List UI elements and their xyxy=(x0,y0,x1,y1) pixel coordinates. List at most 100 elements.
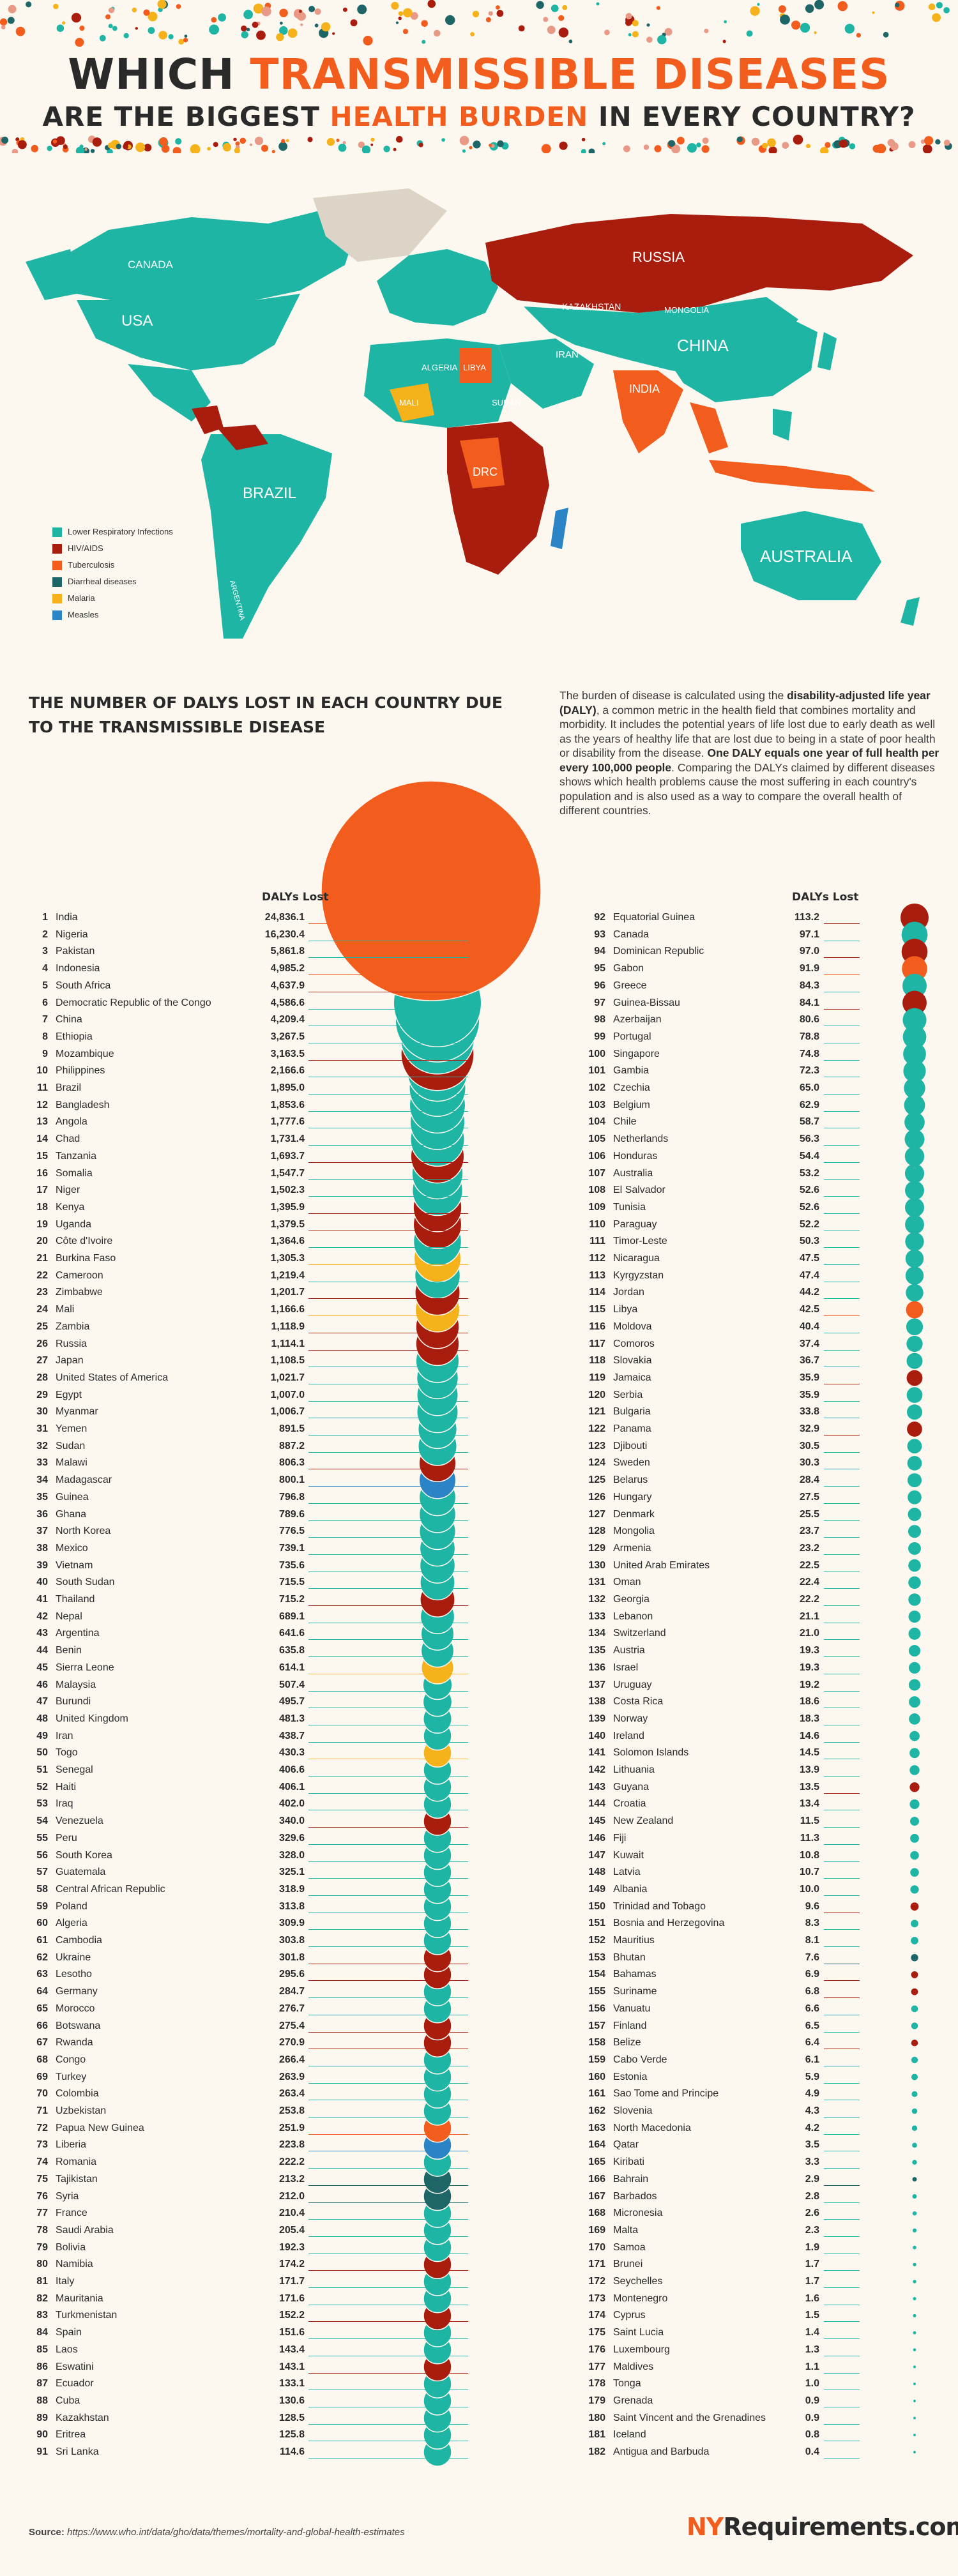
leader-line xyxy=(308,974,468,976)
country-name: Oman xyxy=(613,1577,641,1588)
confetti-dot xyxy=(62,21,66,25)
dalys-lost-header-right: DALYs Lost xyxy=(792,891,859,904)
legend-label: Measles xyxy=(68,610,99,619)
leader-line xyxy=(824,2168,860,2169)
country-dalys: 715.2 xyxy=(278,1594,305,1605)
confetti-dot xyxy=(883,31,889,38)
country-dalys: 18.6 xyxy=(799,1696,819,1708)
country-rank: 164 xyxy=(588,2139,605,2151)
country-row: 132 Georgia 22.2 xyxy=(586,1591,906,1609)
country-row: 151 Bosnia and Herzegovina 8.3 xyxy=(586,1915,906,1932)
confetti-dot xyxy=(441,138,445,142)
map-label: INDIA xyxy=(629,383,660,395)
country-rank: 4 xyxy=(42,963,48,974)
country-name: Costa Rica xyxy=(613,1696,664,1708)
country-dalys: 301.8 xyxy=(278,1951,305,1963)
country-row: 89 Kazakhstan 128.5 xyxy=(29,2410,468,2427)
country-rank: 28 xyxy=(36,1372,48,1383)
country-name: Ecuador xyxy=(56,2378,94,2390)
country-dalys: 128.5 xyxy=(278,2412,305,2423)
country-rank: 1 xyxy=(42,912,48,923)
country-dalys: 54.4 xyxy=(799,1150,819,1162)
country-name: Yemen xyxy=(56,1423,87,1434)
daly-bubble xyxy=(911,2005,918,2013)
country-dalys: 4,586.6 xyxy=(270,997,305,1008)
country-row: 143 Guyana 13.5 xyxy=(586,1779,906,1796)
confetti-dot xyxy=(856,33,861,38)
map-region-south-america xyxy=(201,434,332,639)
country-row: 96 Greece 84.3 xyxy=(586,978,906,995)
country-row: 180 Saint Vincent and the Grenadines 0.9 xyxy=(586,2410,906,2427)
confetti-dot xyxy=(211,17,217,23)
leader-line xyxy=(824,1588,860,1589)
leader-line xyxy=(308,2082,468,2084)
confetti-dot xyxy=(656,6,660,10)
country-rank: 6 xyxy=(42,997,48,1008)
legend-label: Lower Respiratory Infections xyxy=(68,527,173,536)
country-name: El Salvador xyxy=(613,1185,665,1196)
confetti-dot xyxy=(806,144,810,149)
leader-line xyxy=(308,1349,468,1351)
country-dalys: 6.8 xyxy=(805,1986,819,1997)
daly-bubble xyxy=(908,1610,921,1623)
confetti-dot xyxy=(489,144,492,147)
leader-line xyxy=(824,1792,860,1794)
country-rank: 149 xyxy=(588,1883,605,1895)
country-dalys: 13.4 xyxy=(799,1798,819,1810)
country-rank: 120 xyxy=(588,1389,605,1400)
country-rank: 25 xyxy=(36,1321,48,1332)
daly-bubble xyxy=(905,1197,924,1217)
country-row: 171 Brunei 1.7 xyxy=(586,2256,906,2273)
legend-swatch xyxy=(52,577,62,587)
country-name: Chad xyxy=(56,1133,80,1145)
country-name: Ireland xyxy=(613,1730,644,1741)
country-name: Egypt xyxy=(56,1389,82,1400)
country-row: 18 Kenya 1,395.9 xyxy=(29,1199,468,1216)
daly-bubble xyxy=(903,1042,926,1066)
confetti-dot xyxy=(279,8,288,17)
country-rank: 142 xyxy=(588,1764,605,1775)
country-dalys: 30.3 xyxy=(799,1457,819,1469)
country-row: 153 Bhutan 7.6 xyxy=(586,1950,906,1967)
country-dalys: 270.9 xyxy=(278,2037,305,2049)
country-row: 156 Vanuatu 6.6 xyxy=(586,2001,906,2018)
country-dalys: 25.5 xyxy=(799,1508,819,1520)
country-row: 102 Czechia 65.0 xyxy=(586,1080,906,1097)
country-row: 64 Germany 284.7 xyxy=(29,1983,468,2001)
country-rank: 103 xyxy=(588,1099,605,1110)
country-rank: 175 xyxy=(588,2327,605,2338)
leader-line xyxy=(824,1520,860,1521)
daly-bubble xyxy=(906,1318,924,1335)
country-name: Samoa xyxy=(613,2241,646,2253)
country-row: 74 Romania 222.2 xyxy=(29,2154,468,2171)
country-row: 70 Colombia 263.4 xyxy=(29,2086,468,2103)
country-row: 59 Poland 313.8 xyxy=(29,1898,468,1916)
country-dalys: 276.7 xyxy=(278,2003,305,2014)
country-dalys: 192.3 xyxy=(278,2241,305,2253)
confetti-dot xyxy=(233,137,237,141)
country-rank: 86 xyxy=(36,2361,48,2372)
confetti-dot xyxy=(418,142,423,148)
country-name: Brazil xyxy=(56,1082,82,1093)
confetti-dot xyxy=(767,138,776,148)
country-name: Burundi xyxy=(56,1696,91,1708)
leader-line xyxy=(824,2133,860,2135)
country-row: 9 Mozambique 3,163.5 xyxy=(29,1046,468,1063)
confetti-dot xyxy=(922,144,932,153)
leader-line xyxy=(824,2219,860,2220)
country-dalys: 641.6 xyxy=(278,1628,305,1639)
country-row: 82 Mauritania 171.6 xyxy=(29,2291,468,2308)
leader-line xyxy=(824,1605,860,1606)
leader-line xyxy=(308,2219,468,2220)
daly-bubble xyxy=(910,1868,919,1877)
country-dalys: 78.8 xyxy=(799,1031,819,1042)
leader-line xyxy=(308,1878,468,1879)
country-rank: 76 xyxy=(36,2190,48,2202)
country-dalys: 212.0 xyxy=(278,2190,305,2202)
title-part-country: IN EVERY COUNTRY? xyxy=(588,101,916,132)
daly-bubble xyxy=(913,2434,916,2437)
leader-line xyxy=(824,1980,860,1981)
country-name: Argentina xyxy=(56,1628,100,1639)
country-dalys: 739.1 xyxy=(278,1542,305,1554)
country-name: Niger xyxy=(56,1185,80,1196)
